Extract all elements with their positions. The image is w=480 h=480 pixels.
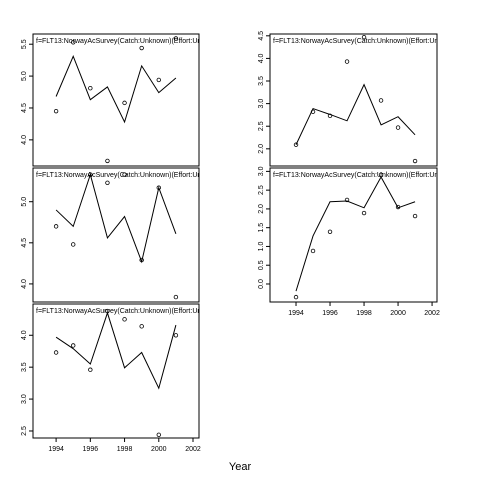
y-tick-label: 3.0 [21, 394, 28, 404]
panel-frame [269, 167, 438, 303]
observed-point [156, 432, 161, 438]
y-tick-label: 5.0 [21, 197, 28, 207]
x-tick-label: 1994 [288, 310, 304, 317]
observed-point [156, 185, 161, 190]
observed-point [293, 294, 299, 300]
panel-title: f=FLT13:NorwayAcSurvey(Catch:Unknown)(Ef… [273, 38, 438, 45]
observed-point [327, 113, 333, 119]
y-tick-label: 5.0 [21, 71, 28, 81]
x-tick-label: 1996 [83, 446, 99, 453]
y-tick-label: 3.5 [258, 76, 265, 86]
observed-point [105, 158, 110, 164]
y-tick-label: 3.5 [21, 362, 28, 372]
observed-point [395, 204, 401, 210]
observed-point [156, 77, 161, 83]
observed-point [88, 172, 93, 177]
observed-point [105, 308, 110, 314]
x-tick-label: 1994 [48, 446, 64, 453]
fit-line [295, 83, 416, 145]
observed-point [53, 350, 59, 355]
fit-line [55, 311, 177, 390]
panel-frame [32, 33, 200, 167]
y-tick-label: 2.5 [258, 121, 265, 131]
observed-point [378, 172, 384, 177]
panel-frame [32, 167, 200, 303]
observed-point [139, 324, 144, 329]
observed-point [53, 224, 59, 229]
y-tick-label: 2.0 [258, 144, 265, 154]
y-tick-label: 2.0 [258, 204, 265, 214]
observed-point [344, 59, 350, 64]
x-tick-label: 1998 [356, 310, 372, 317]
observed-point [139, 257, 144, 263]
panel-title: f=FLT13:NorwayAcSurvey(Catch:Unknown)(Ef… [36, 172, 201, 179]
observed-point [88, 86, 93, 91]
observed-point [173, 294, 179, 300]
observed-point [412, 213, 418, 219]
y-tick-label: 3.0 [258, 99, 265, 109]
observed-point [173, 36, 179, 41]
observed-point [327, 229, 333, 235]
panel-title: f=FLT13:NorwayAcSurvey(Catch:Unknown)(Ef… [273, 172, 438, 179]
y-tick-label: 4.0 [21, 135, 28, 145]
observed-point [71, 40, 76, 45]
y-tick-label: 4.5 [21, 103, 28, 113]
panel-frame [269, 33, 438, 167]
observed-point [71, 242, 76, 247]
fit-line [295, 175, 416, 292]
y-tick-label: 3.0 [258, 166, 265, 176]
x-tick-label: 1998 [117, 446, 133, 453]
x-tick-label: 2000 [390, 310, 406, 317]
panel-frame [32, 303, 200, 439]
observed-point [361, 210, 367, 216]
y-tick-label: 1.5 [258, 223, 265, 233]
y-tick-label: 4.0 [21, 330, 28, 340]
y-tick-label: 0.5 [258, 260, 265, 270]
observed-point [395, 125, 401, 130]
panel-title: f=FLT13:NorwayAcSurvey(Catch:Unknown)(Ef… [36, 308, 201, 315]
observed-point [122, 317, 127, 322]
x-tick-label: 2002 [185, 446, 201, 453]
x-axis-label: Year [229, 461, 252, 473]
y-tick-label: 0.0 [258, 279, 265, 289]
observed-point [412, 158, 418, 164]
observed-point [293, 142, 299, 147]
observed-point [88, 367, 93, 372]
observed-point [344, 197, 350, 203]
observed-point [378, 98, 384, 103]
y-tick-label: 4.0 [258, 53, 265, 63]
fit-line [55, 55, 177, 124]
observed-point [310, 248, 316, 254]
y-tick-label: 4.5 [258, 31, 265, 41]
observed-point [105, 180, 110, 185]
observed-point [122, 172, 127, 177]
y-tick-label: 5.5 [21, 39, 28, 49]
observed-point [139, 45, 144, 51]
observed-point [361, 34, 367, 40]
y-tick-label: 2.5 [21, 426, 28, 436]
y-tick-label: 4.5 [21, 238, 28, 248]
y-tick-label: 1.0 [258, 241, 265, 251]
observed-point [122, 100, 127, 106]
panel-title: f=FLT13:NorwayAcSurvey(Catch:Unknown)(Ef… [36, 38, 201, 45]
observed-point [53, 108, 59, 114]
observed-point [71, 343, 76, 348]
y-tick-label: 2.5 [258, 185, 265, 195]
observed-point [310, 109, 316, 114]
fit-line [55, 172, 177, 264]
y-tick-label: 4.0 [21, 279, 28, 289]
x-tick-label: 2000 [151, 446, 167, 453]
x-tick-label: 1996 [322, 310, 338, 317]
x-tick-label: 2002 [424, 310, 440, 317]
observed-point [173, 333, 179, 338]
